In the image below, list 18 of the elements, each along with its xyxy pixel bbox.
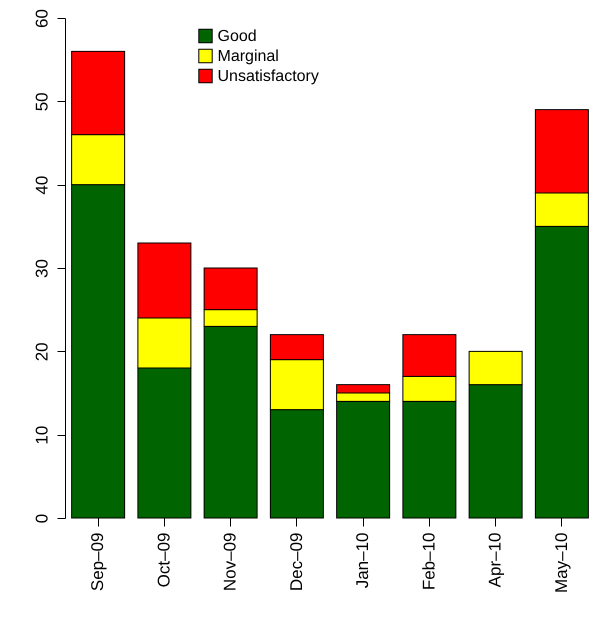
legend-label: Unsatisfactory xyxy=(218,68,319,85)
y-tick-label: 50 xyxy=(32,92,52,112)
x-tick-label: Sep–09 xyxy=(88,532,108,592)
legend-label: Good xyxy=(218,28,257,45)
y-tick-label: 20 xyxy=(32,342,52,362)
y-tick-label: 0 xyxy=(32,514,52,524)
x-tick-label: Oct–09 xyxy=(154,532,174,588)
x-tick-label: Jan–10 xyxy=(353,532,372,588)
y-tick-label: 10 xyxy=(32,426,52,445)
x-tick-label: Nov–09 xyxy=(220,532,240,592)
y-tick-label: 40 xyxy=(32,176,52,195)
x-tick-label: Feb–10 xyxy=(419,532,438,590)
y-tick-label: 30 xyxy=(32,259,52,278)
x-tick-label: Dec–09 xyxy=(286,532,306,592)
x-tick-label: May–10 xyxy=(552,532,571,593)
legend-label: Marginal xyxy=(218,48,279,65)
y-tick-label: 60 xyxy=(32,9,52,28)
x-tick-label: Apr–10 xyxy=(486,532,505,588)
